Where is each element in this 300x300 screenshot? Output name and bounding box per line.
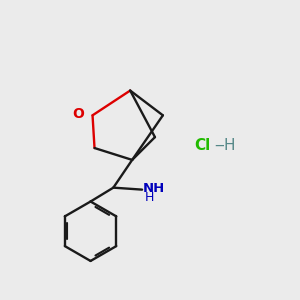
Text: H: H [223, 137, 235, 152]
Text: O: O [73, 107, 85, 121]
Text: H: H [145, 191, 154, 204]
Text: ‒: ‒ [214, 137, 224, 152]
Text: Cl: Cl [195, 137, 211, 152]
Text: NH: NH [143, 182, 165, 195]
